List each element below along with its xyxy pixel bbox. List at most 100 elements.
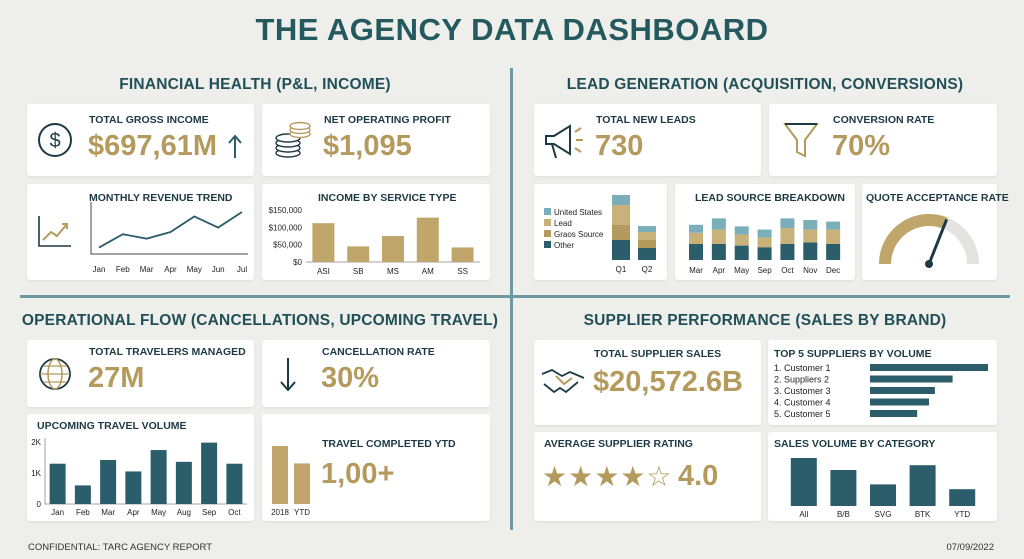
section-title-lead: LEAD GENERATION (ACQUISITION, CONVERSION…: [566, 76, 964, 93]
travelers-card[interactable]: TOTAL TRAVELERS MANAGED 27M: [27, 340, 254, 407]
monthly-revenue-title: MONTHLY REVENUE TREND: [89, 192, 233, 204]
lead-source-segment: [780, 218, 795, 228]
sales-by-category-card[interactable]: SALES VOLUME BY CATEGORY All B/B SVG BTK YTD: [768, 432, 997, 521]
quote-acceptance-gauge: [879, 214, 979, 268]
rating-card[interactable]: AVERAGE SUPPLIER RATING ★★★★☆ 4.0: [534, 432, 761, 521]
category-bar: [870, 484, 896, 506]
travelers-value: 27M: [88, 362, 145, 394]
supplier-bar: [870, 375, 953, 383]
rating-stars: ★★★★☆: [542, 461, 673, 492]
gauge-fill: [879, 214, 948, 265]
supplier-sales-value: $20,572.6B: [593, 366, 743, 398]
coins-icon: [275, 121, 311, 158]
lead-source-segment: [803, 242, 818, 260]
cancellation-card[interactable]: CANCELLATION RATE 30%: [262, 340, 490, 407]
revenue-x-tick: Apr: [164, 265, 177, 274]
chart-up-icon: [38, 216, 71, 247]
revenue-x-tick: Jul: [237, 265, 247, 274]
category-bar: [909, 465, 936, 506]
income-by-service-card[interactable]: INCOME BY SERVICE TYPE $150,000 $100,000 $…: [262, 184, 490, 280]
lead-source-segment: [734, 245, 749, 260]
lead-source-segment: [734, 226, 749, 235]
supplier-sales-card[interactable]: TOTAL SUPPLIER SALES $20,572.6B: [534, 340, 761, 425]
income-y-tick: $150,000: [269, 206, 303, 215]
lead-source-card[interactable]: LEAD SOURCE BREAKDOWN Mar Apr May Sep Oct Nov…: [675, 184, 855, 280]
gross-income-label: TOTAL GROSS INCOME: [89, 114, 209, 126]
quote-acceptance-card[interactable]: QUOTE ACCEPTANCE RATE: [862, 184, 1009, 280]
travel-bar: [100, 459, 117, 504]
income-x-tick: MS: [387, 267, 399, 276]
travel-bar: [201, 442, 218, 504]
monthly-revenue-card[interactable]: MONTHLY REVENUE TREND Jan Feb Mar Apr May Jun…: [27, 184, 254, 280]
new-leads-label: TOTAL NEW LEADS: [596, 114, 696, 126]
supplier-label: 5. Customer 5: [774, 409, 831, 419]
top-suppliers-card[interactable]: TOP 5 SUPPLIERS BY VOLUME 1. Customer 1 2…: [768, 340, 997, 425]
income-x-tick: SS: [457, 267, 468, 276]
lead-stack-segment: [612, 240, 630, 260]
category-x-tick: SVG: [875, 510, 892, 519]
new-leads-card[interactable]: TOTAL NEW LEADS 730: [534, 104, 761, 176]
lead-source-segment: [711, 218, 726, 230]
category-bar: [830, 470, 857, 506]
lead-source-segment: [826, 229, 841, 244]
lead-source-segment: [826, 244, 841, 260]
upcoming-travel-card[interactable]: UPCOMING TRAVEL VOLUME 2K 1K 0 Jan Feb Mar Apr…: [27, 414, 254, 521]
arrow-up-icon: [228, 134, 242, 158]
lead-stacked-chart: United States Lead Graos Source Other Q1 Q2: [544, 195, 656, 274]
cancellation-value: 30%: [321, 362, 380, 394]
travel-x-tick: Apr: [127, 508, 140, 517]
lead-source-segment: [734, 234, 749, 246]
income-x-tick: ASI: [317, 267, 330, 276]
lead-source-segment: [757, 229, 772, 238]
supplier-label: 4. Customer 4: [774, 398, 831, 408]
travel-x-tick: Jan: [51, 508, 64, 517]
top-suppliers-title: TOP 5 SUPPLIERS BY VOLUME: [774, 348, 932, 360]
legend-swatch: [544, 241, 551, 248]
conversion-card[interactable]: CONVERSION RATE 70%: [769, 104, 997, 176]
travel-bar: [150, 450, 167, 504]
income-by-service-chart: $150,000 $100,000 $50,000 $0 ASI SB MS AM SS: [269, 206, 480, 276]
completed-bar: [272, 446, 288, 504]
upcoming-travel-title: UPCOMING TRAVEL VOLUME: [37, 420, 187, 432]
lead-stack-segment: [638, 232, 656, 240]
gross-income-card[interactable]: $ TOTAL GROSS INCOME $697,61M: [27, 104, 254, 176]
upcoming-travel-chart: 2K 1K 0 Jan Feb Mar Apr May Aug Sep Oct: [31, 438, 247, 517]
travel-bar: [175, 461, 192, 504]
lead-source-segment: [689, 232, 703, 244]
travel-bar: [226, 463, 243, 504]
lead-source-segment: [689, 244, 703, 260]
category-x-tick: All: [799, 510, 808, 519]
section-title-operational: OPERATIONAL FLOW (CANCELLATIONS, UPCOMIN…: [21, 312, 499, 329]
travel-completed-card[interactable]: 2018 YTD TRAVEL COMPLETED YTD 1,00+: [262, 414, 490, 521]
arrow-down-icon: [280, 358, 296, 392]
lead-source-segment: [757, 237, 772, 248]
net-profit-card[interactable]: NET OPERATING PROFIT $1,095: [262, 104, 490, 176]
revenue-x-tick: Jun: [212, 265, 225, 274]
income-by-service-title: INCOME BY SERVICE TYPE: [318, 192, 457, 204]
lead-stacked-card[interactable]: United States Lead Graos Source Other Q1 Q2: [534, 184, 667, 280]
income-y-tick: $50,000: [273, 241, 302, 250]
supplier-label: 1. Customer 1: [774, 363, 831, 373]
travel-bar: [125, 471, 142, 504]
legend-label: Graos Source: [554, 230, 604, 239]
legend-label: Other: [554, 241, 574, 250]
travel-x-tick: May: [151, 508, 166, 517]
travel-y-tick: 1K: [31, 469, 41, 478]
completed-x-tick: 2018: [271, 508, 289, 517]
lead-source-segment: [803, 220, 818, 230]
supplier-sales-label: TOTAL SUPPLIER SALES: [594, 348, 722, 360]
income-bar: [382, 236, 404, 262]
travel-bar: [74, 485, 91, 504]
lead-source-segment: [711, 229, 726, 244]
income-bar: [416, 217, 439, 262]
sales-by-category-chart: All B/B SVG BTK YTD: [790, 458, 976, 519]
lead-x-tick: Q2: [642, 265, 653, 274]
monthly-revenue-chart: Jan Feb Mar Apr May Jun Jul: [90, 202, 248, 274]
travel-x-tick: Mar: [101, 508, 115, 517]
lead-source-segment: [826, 221, 841, 230]
income-x-tick: SB: [353, 267, 364, 276]
completed-x-tick: YTD: [294, 508, 310, 517]
supplier-bar: [870, 387, 935, 394]
lead-stack-segment: [638, 240, 656, 248]
megaphone-icon: [545, 124, 583, 159]
